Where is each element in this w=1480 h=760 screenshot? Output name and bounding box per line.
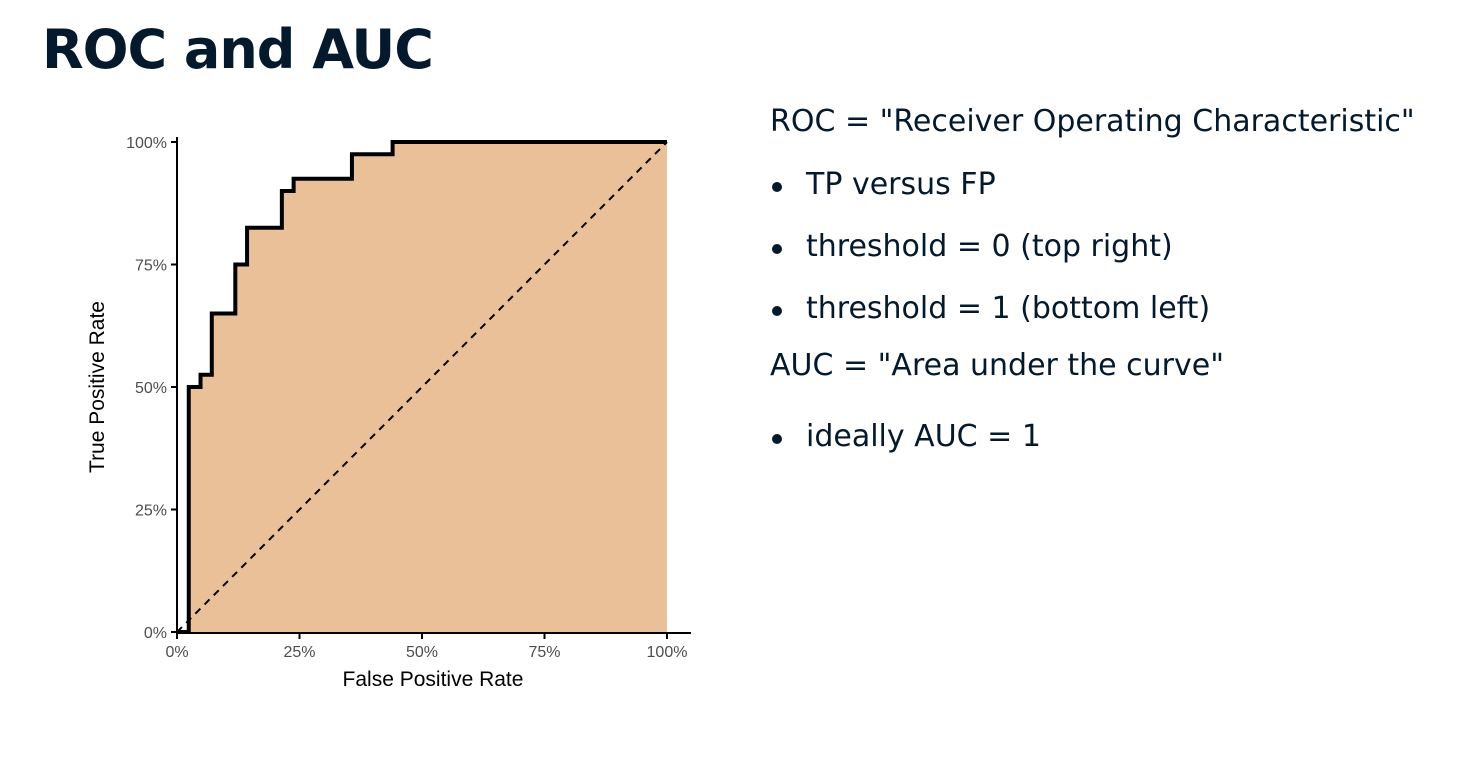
bullet-dot [772, 182, 782, 192]
bullet-dot [772, 306, 782, 316]
roc-chart: 0% 25% 50% 75% 100% 0% 25% 50% 75% 100% False Pos… [86, 135, 691, 691]
bullet-text: TP versus FP [806, 167, 996, 202]
bullet-text: threshold = 1 (bottom left) [806, 291, 1211, 326]
y-tick-label: 75% [135, 258, 167, 275]
chance-diagonal-line [176, 141, 668, 633]
bullet-item: ideally AUC = 1 [770, 419, 1460, 454]
x-tick-label: 25% [283, 644, 315, 661]
slide-title: ROC and AUC [42, 18, 434, 81]
auc-definition: AUC = "Area under the curve" [770, 348, 1225, 383]
y-tick-label: 50% [135, 380, 167, 397]
x-tick-label: 50% [406, 644, 438, 661]
bullet-item: threshold = 0 (top right) [770, 229, 1460, 264]
x-axis-title: False Positive Rate [343, 668, 524, 691]
y-tick-label: 100% [126, 135, 167, 152]
text-panel: ROC = "Receiver Operating Characteristic… [770, 104, 1460, 454]
chart-axes: 0% 25% 50% 75% 100% 0% 25% 50% 75% 100% [126, 135, 691, 661]
y-axis-title: True Positive Rate [86, 301, 109, 473]
auc-bullet-list: ideally AUC = 1 [770, 419, 1460, 454]
bullet-text: ideally AUC = 1 [806, 419, 1041, 454]
bullet-dot [772, 244, 782, 254]
y-tick-label: 25% [135, 503, 167, 520]
roc-bullet-list: TP versus FP threshold = 0 (top right) t… [770, 167, 1460, 326]
x-tick-label: 100% [647, 644, 688, 661]
bullet-text: threshold = 0 (top right) [806, 229, 1173, 264]
roc-definition: ROC = "Receiver Operating Characteristic… [770, 104, 1415, 139]
roc-curve-line [177, 140, 667, 634]
bullet-dot [772, 434, 782, 444]
bullet-item: TP versus FP [770, 167, 1460, 202]
y-tick-label: 0% [144, 625, 167, 642]
bullet-item: threshold = 1 (bottom left) [770, 291, 1460, 326]
x-tick-label: 75% [528, 644, 560, 661]
plot-area [176, 140, 668, 634]
x-tick-label: 0% [165, 644, 188, 661]
